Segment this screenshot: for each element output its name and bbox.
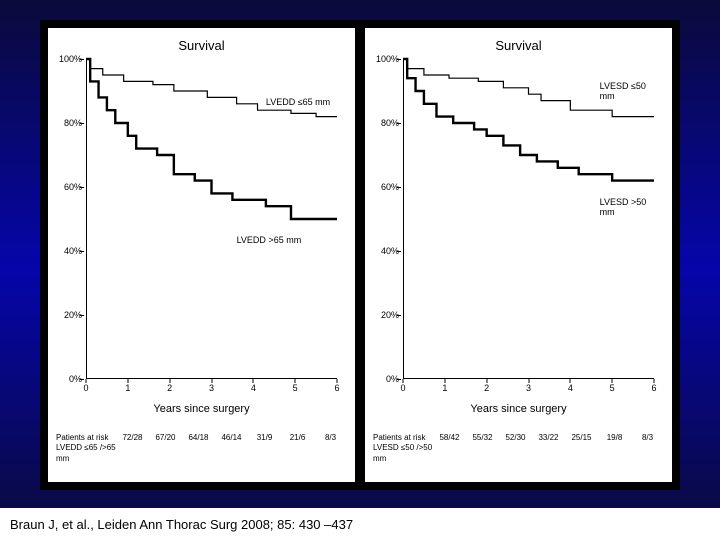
chart-panel-left: Survival 0%20%40%60%80%100%0123456LVEDD ≤… <box>48 28 355 482</box>
x-axis-label: Years since surgery <box>56 403 347 415</box>
x-tick: 3 <box>526 383 531 393</box>
risk-value: 19/8 <box>598 433 631 464</box>
chart-title: Survival <box>373 38 664 53</box>
risk-value: 46/14 <box>215 433 248 464</box>
risk-value: 8/3 <box>314 433 347 464</box>
risk-groups: LVEDD ≤65 />65 mm <box>56 443 116 464</box>
risk-value: 67/20 <box>149 433 182 464</box>
x-tick: 6 <box>334 383 339 393</box>
patients-at-risk: Patients at riskLVESD ≤50 />50 mm58/4255… <box>373 433 664 464</box>
risk-value: 21/6 <box>281 433 314 464</box>
survival-curve <box>403 59 654 181</box>
x-axis-label: Years since surgery <box>373 403 664 415</box>
risk-value: 52/30 <box>499 433 532 464</box>
risk-value: 33/22 <box>532 433 565 464</box>
y-tick: 100% <box>376 54 399 64</box>
x-tick: 2 <box>167 383 172 393</box>
x-tick: 0 <box>83 383 88 393</box>
series-label: LVEDD >65 mm <box>237 235 302 245</box>
survival-curve <box>86 59 337 117</box>
x-tick: 1 <box>125 383 130 393</box>
citation-text: Braun J, et al., Leiden Ann Thorac Surg … <box>10 517 353 532</box>
x-tick: 6 <box>651 383 656 393</box>
chart-area: Survival 0%20%40%60%80%100%0123456LVEDD ≤… <box>40 20 680 490</box>
risk-header: Patients at risk <box>56 433 116 443</box>
series-label: LVESD ≤50 mm <box>600 81 654 101</box>
plot-area: 0%20%40%60%80%100%0123456LVESD ≤50 mmLVE… <box>403 59 654 379</box>
risk-groups: LVESD ≤50 />50 mm <box>373 443 433 464</box>
risk-value: 55/32 <box>466 433 499 464</box>
x-tick: 4 <box>251 383 256 393</box>
chart-title: Survival <box>56 38 347 53</box>
survival-curve <box>86 59 337 219</box>
patients-at-risk: Patients at riskLVEDD ≤65 />65 mm72/2867… <box>56 433 347 464</box>
x-tick: 2 <box>484 383 489 393</box>
x-tick: 5 <box>610 383 615 393</box>
x-tick: 0 <box>400 383 405 393</box>
risk-value: 25/15 <box>565 433 598 464</box>
risk-header: Patients at risk <box>373 433 433 443</box>
chart-panel-right: Survival 0%20%40%60%80%100%0123456LVESD ≤… <box>365 28 672 482</box>
y-tick: 100% <box>59 54 82 64</box>
risk-value: 72/28 <box>116 433 149 464</box>
risk-value: 64/18 <box>182 433 215 464</box>
series-label: LVEDD ≤65 mm <box>266 97 330 107</box>
risk-value: 58/42 <box>433 433 466 464</box>
risk-value: 31/9 <box>248 433 281 464</box>
survival-curves <box>403 59 654 379</box>
plot-area: 0%20%40%60%80%100%0123456LVEDD ≤65 mmLVE… <box>86 59 337 379</box>
x-tick: 5 <box>293 383 298 393</box>
series-label: LVESD >50 mm <box>600 197 654 217</box>
risk-value: 8/3 <box>631 433 664 464</box>
x-tick: 3 <box>209 383 214 393</box>
x-tick: 4 <box>568 383 573 393</box>
x-tick: 1 <box>442 383 447 393</box>
citation-bar: Braun J, et al., Leiden Ann Thorac Surg … <box>0 508 720 540</box>
